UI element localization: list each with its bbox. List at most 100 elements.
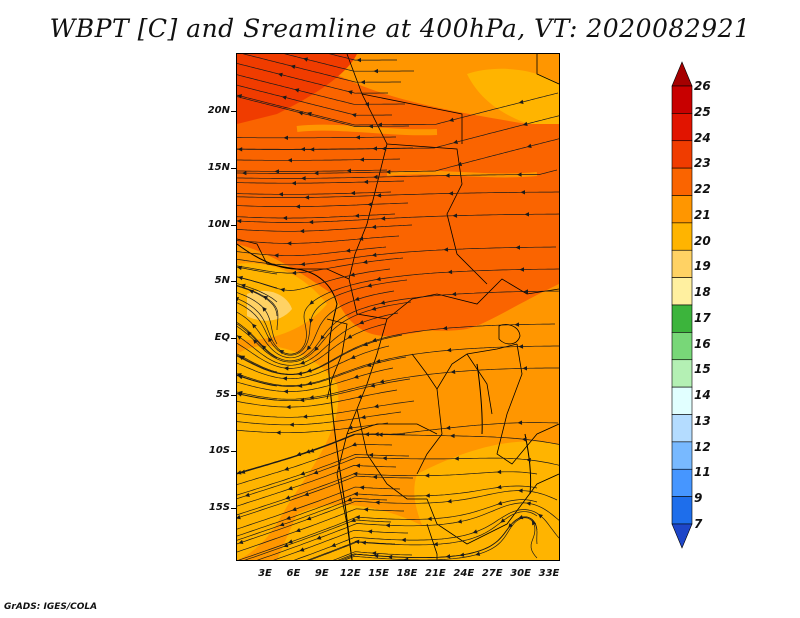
streamline-arrow — [237, 94, 243, 99]
field-patch-20-ne — [467, 68, 559, 134]
streamline-arrow — [360, 80, 365, 85]
streamline-arrow — [367, 529, 373, 534]
streamlines-layer — [237, 54, 559, 560]
streamline — [237, 136, 396, 139]
colorbar-box — [671, 304, 693, 333]
streamline-arrow — [309, 300, 315, 305]
streamline-arrow — [361, 540, 366, 545]
lon-tick-label: 33E — [538, 568, 560, 579]
colorbar-tick-label: 20 — [694, 233, 711, 248]
streamline-arrow — [357, 394, 363, 399]
streamline-arrow — [496, 484, 502, 490]
streamline-arrow — [289, 422, 294, 427]
streamline-arrow — [524, 212, 529, 217]
colorbar-tick-label: 18 — [694, 285, 711, 300]
streamline-arrow — [442, 326, 448, 331]
colorbar-tick-label: 19 — [694, 259, 711, 274]
streamline-arrow — [374, 432, 379, 437]
streamline-arrow — [309, 448, 315, 453]
lon-tick-label: 24E — [453, 568, 475, 579]
colorbar-box — [671, 386, 693, 415]
streamline-arrow — [373, 553, 379, 558]
streamline-arrow — [351, 113, 357, 118]
streamline — [237, 389, 398, 408]
streamline-arrow — [375, 500, 380, 505]
streamline-arrow — [520, 190, 525, 195]
colorbar — [671, 61, 693, 549]
streamline — [256, 502, 559, 560]
streamline — [237, 486, 401, 530]
streamline-arrow — [497, 501, 503, 506]
streamline — [237, 508, 404, 553]
streamline-arrow — [237, 375, 243, 380]
colorbar-box — [671, 414, 693, 443]
streamline-arrow — [372, 474, 378, 480]
streamline — [343, 517, 538, 560]
credit-label: GrADS: IGES/COLA — [4, 602, 98, 612]
streamline-arrow — [331, 542, 337, 547]
streamline-arrow — [518, 488, 523, 493]
lon-tick-label: 27E — [481, 568, 503, 579]
streamline-arrow — [454, 456, 459, 461]
streamline-arrow — [401, 537, 406, 543]
streamline-arrow — [443, 247, 449, 252]
streamline-arrow — [373, 174, 378, 180]
streamline-arrow — [237, 297, 240, 302]
streamline — [237, 246, 387, 257]
streamline — [237, 471, 538, 516]
streamline-arrow — [309, 318, 314, 324]
colorbar-tick-label: 12 — [694, 439, 711, 454]
streamline-arrow — [380, 300, 386, 305]
streamline-arrow — [241, 170, 247, 176]
colorbar-tick-label: 21 — [694, 207, 711, 222]
streamline-arrow — [356, 57, 361, 63]
streamline-arrow — [364, 432, 370, 437]
colorbar-tick-label: 17 — [694, 310, 711, 325]
streamline-arrow — [387, 554, 393, 560]
streamline-arrow — [523, 289, 528, 294]
streamline — [237, 285, 279, 331]
streamline-arrow — [283, 389, 288, 394]
colorbar-box — [671, 85, 693, 114]
streamline-arrow — [246, 331, 252, 336]
streamline-arrow — [299, 547, 305, 552]
streamline — [237, 345, 559, 386]
colorbar-box — [671, 359, 693, 388]
colorbar-box — [671, 496, 693, 525]
streamline-arrow — [240, 355, 246, 360]
streamline-arrow — [306, 368, 312, 373]
colorbar-tick-label: 22 — [694, 182, 711, 197]
streamline — [237, 485, 538, 537]
colorbar-box — [671, 140, 693, 169]
streamline-arrow — [249, 289, 254, 294]
streamline-arrow — [290, 64, 296, 69]
streamline-arrow — [350, 190, 356, 196]
streamline-arrow — [346, 168, 351, 173]
streamline — [237, 158, 401, 161]
streamline — [237, 169, 558, 179]
streamline — [237, 268, 559, 355]
streamline — [237, 400, 415, 418]
streamline-arrow — [301, 176, 306, 181]
streamline-arrow — [517, 172, 522, 177]
streamline-arrow — [252, 323, 257, 329]
streamline-arrow — [263, 295, 269, 301]
colorbar-tick-label: 9 — [694, 491, 703, 506]
streamline-arrow — [345, 248, 351, 253]
streamline-arrow — [457, 519, 462, 524]
colorbar-tick-label: 14 — [694, 388, 711, 403]
colorbar-max-triangle — [671, 61, 693, 87]
colorbar-box — [671, 277, 693, 306]
colorbar-min-triangle — [671, 523, 693, 549]
streamline-arrow — [286, 241, 292, 246]
streamline-arrow — [274, 169, 279, 174]
streamline-arrow — [526, 501, 531, 506]
streamline-arrow — [447, 499, 452, 504]
streamline-arrow — [500, 518, 506, 523]
streamline-arrow — [424, 473, 430, 478]
streamline-arrow — [451, 291, 457, 297]
streamline-arrow — [314, 346, 319, 352]
streamline — [237, 345, 390, 380]
streamline — [237, 290, 395, 359]
streamline — [237, 367, 559, 400]
